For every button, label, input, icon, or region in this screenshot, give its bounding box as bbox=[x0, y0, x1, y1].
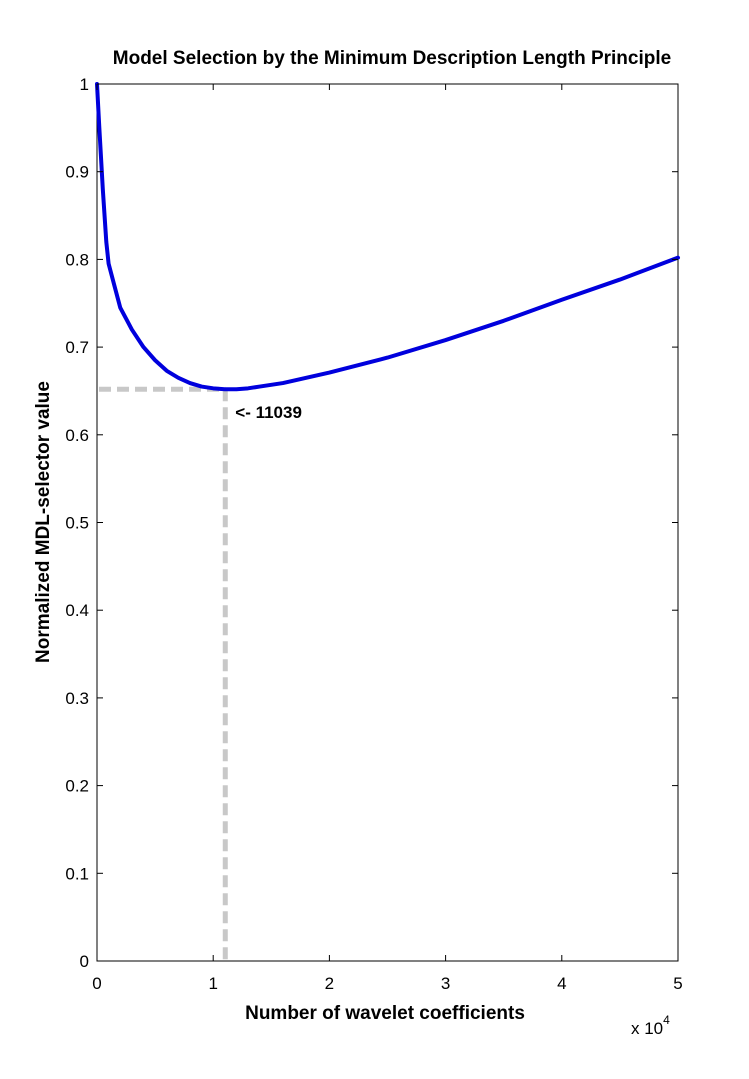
reference-lines bbox=[99, 386, 228, 961]
y-tick-label: 0.4 bbox=[65, 601, 89, 620]
y-tick-label: 0.3 bbox=[65, 689, 89, 708]
x-tick-label: 2 bbox=[325, 974, 334, 993]
series-line-0 bbox=[95, 82, 680, 392]
x-tick-label: 1 bbox=[208, 974, 217, 993]
y-tick-label: 0 bbox=[80, 952, 89, 971]
x-tick-label: 3 bbox=[441, 974, 450, 993]
x-tick-label: 5 bbox=[673, 974, 682, 993]
x-tick-label: 0 bbox=[92, 974, 101, 993]
y-tick-label: 0.2 bbox=[65, 777, 89, 796]
axis-ticks: 0 1 2 3 4 5 0 0.1 0.2 0.3 0.4 0.5 0.6 0.7 0.8 0.9 1 bbox=[65, 75, 682, 993]
chart-title: Model Selection by the Minimum Descripti… bbox=[113, 48, 671, 69]
plot-area bbox=[96, 83, 679, 962]
minimum-annotation: <- 11039 bbox=[235, 403, 302, 422]
y-tick-label: 0.8 bbox=[65, 250, 89, 269]
series-layer bbox=[95, 82, 680, 392]
x-axis-multiplier-exponent: 4 bbox=[663, 1013, 670, 1027]
x-axis-multiplier-base: x 10 bbox=[631, 1019, 663, 1038]
y-tick-label: 1 bbox=[80, 75, 89, 94]
x-axis-label: Number of wavelet coefficients bbox=[245, 1003, 525, 1024]
y-tick-label: 0.7 bbox=[65, 338, 89, 357]
x-tick-label: 4 bbox=[557, 974, 566, 993]
x-axis-multiplier: x 104 bbox=[631, 1013, 670, 1038]
y-tick-label: 0.6 bbox=[65, 426, 89, 445]
y-tick-label: 0.9 bbox=[65, 163, 89, 182]
y-tick-label: 0.5 bbox=[65, 514, 89, 533]
y-axis-label: Normalized MDL-selector value bbox=[33, 381, 54, 663]
y-tick-label: 0.1 bbox=[65, 864, 89, 883]
